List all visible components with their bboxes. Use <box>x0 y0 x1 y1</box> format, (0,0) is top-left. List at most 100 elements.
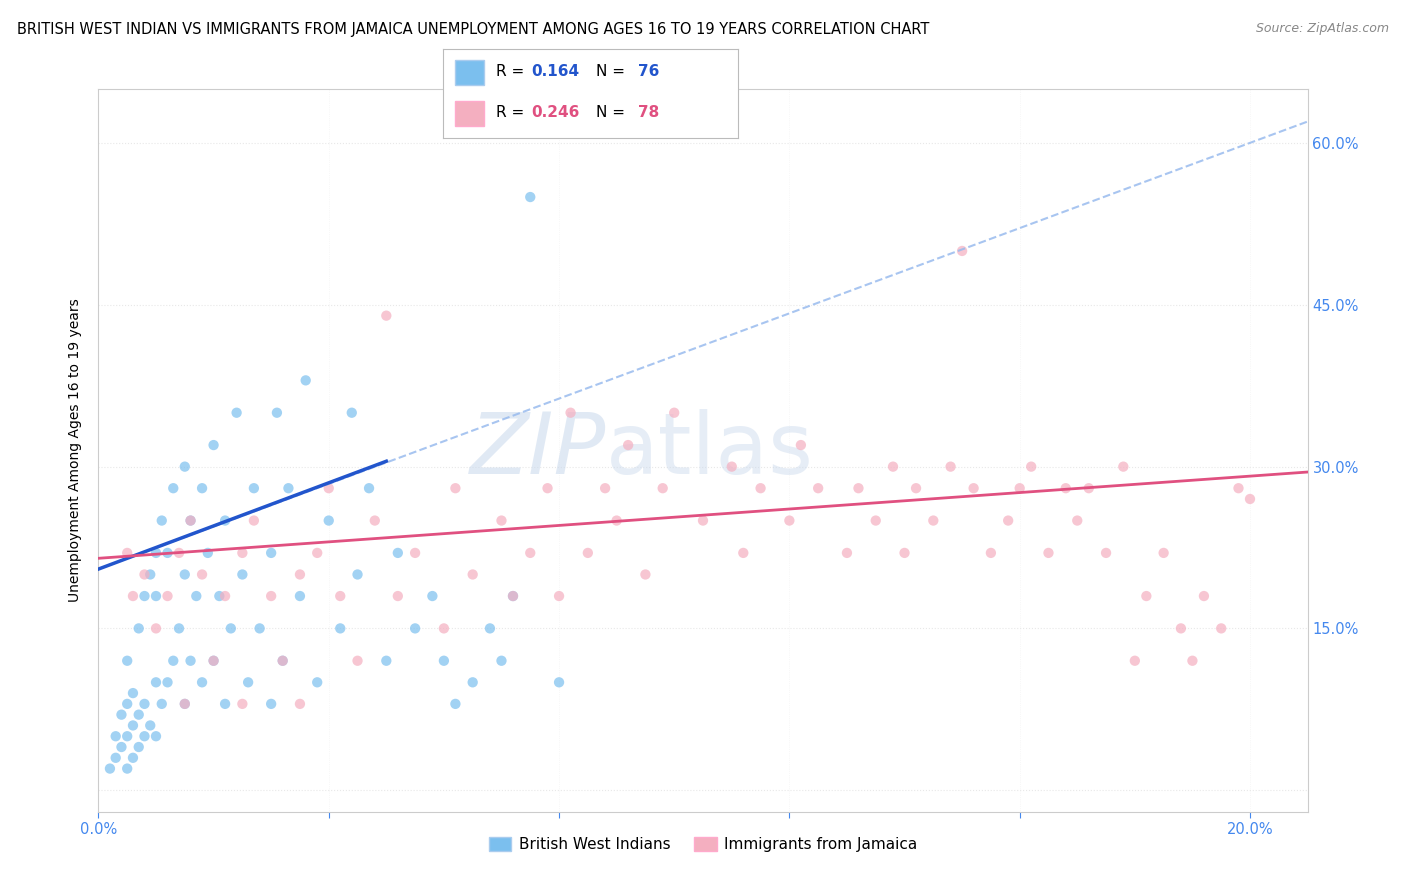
Point <box>617 438 640 452</box>
Point <box>387 546 409 560</box>
Text: ZIP: ZIP <box>470 409 606 492</box>
Point <box>162 481 184 495</box>
Point <box>231 697 253 711</box>
Point <box>346 567 368 582</box>
FancyBboxPatch shape <box>454 101 484 126</box>
Text: R =: R = <box>496 64 529 79</box>
Text: Source: ZipAtlas.com: Source: ZipAtlas.com <box>1256 22 1389 36</box>
Point <box>346 654 368 668</box>
Point <box>1008 481 1031 495</box>
Point <box>167 621 190 635</box>
Point <box>134 697 156 711</box>
Point <box>134 589 156 603</box>
Point <box>340 406 363 420</box>
Point <box>191 675 214 690</box>
Point <box>560 406 582 420</box>
Text: 78: 78 <box>638 105 659 120</box>
Point <box>260 697 283 711</box>
Point <box>115 697 138 711</box>
Point <box>139 718 162 732</box>
Point <box>329 621 352 635</box>
Point <box>197 546 219 560</box>
Point <box>1077 481 1099 495</box>
Point <box>1038 546 1060 560</box>
Point <box>807 481 830 495</box>
Point <box>1095 546 1118 560</box>
Point <box>243 514 266 528</box>
Point <box>606 514 628 528</box>
Point <box>1123 654 1146 668</box>
Point <box>865 514 887 528</box>
Point <box>186 589 208 603</box>
Point <box>145 621 167 635</box>
Point <box>387 589 409 603</box>
Point <box>1153 546 1175 560</box>
Point <box>225 406 247 420</box>
Point <box>115 762 138 776</box>
Point <box>962 481 984 495</box>
Point <box>173 697 195 711</box>
Point <box>173 567 195 582</box>
Text: atlas: atlas <box>606 409 814 492</box>
Point <box>835 546 858 560</box>
Legend: British West Indians, Immigrants from Jamaica: British West Indians, Immigrants from Ja… <box>482 831 924 858</box>
Point <box>122 718 145 732</box>
Point <box>214 514 236 528</box>
Point <box>634 567 657 582</box>
Point <box>502 589 524 603</box>
Point <box>191 481 214 495</box>
Point <box>1170 621 1192 635</box>
Point <box>536 481 558 495</box>
Point <box>1019 459 1042 474</box>
Point <box>167 546 190 560</box>
Point <box>519 546 541 560</box>
Point <box>997 514 1019 528</box>
Point <box>893 546 915 560</box>
Point <box>139 567 162 582</box>
Point <box>260 589 283 603</box>
Point <box>519 190 541 204</box>
Point <box>733 546 755 560</box>
Point <box>375 654 398 668</box>
Point <box>288 697 311 711</box>
Point <box>145 589 167 603</box>
Point <box>491 654 513 668</box>
Point <box>294 373 316 387</box>
Point <box>848 481 870 495</box>
Point <box>548 589 571 603</box>
Point <box>288 567 311 582</box>
Point <box>922 514 945 528</box>
Point <box>110 707 132 722</box>
Point <box>208 589 231 603</box>
Point <box>329 589 352 603</box>
Point <box>357 481 380 495</box>
Point <box>202 654 225 668</box>
Point <box>128 739 150 754</box>
Point <box>128 707 150 722</box>
Point <box>145 546 167 560</box>
Point <box>231 567 253 582</box>
Point <box>122 589 145 603</box>
Point <box>1181 654 1204 668</box>
Point <box>134 729 156 743</box>
Point <box>115 546 138 560</box>
Point <box>433 621 456 635</box>
Point <box>150 514 173 528</box>
Point <box>720 459 742 474</box>
Point <box>128 621 150 635</box>
Point <box>191 567 214 582</box>
Point <box>1112 459 1135 474</box>
Point <box>288 589 311 603</box>
Text: N =: N = <box>596 105 630 120</box>
Point <box>882 459 904 474</box>
Point <box>243 481 266 495</box>
Point <box>180 514 202 528</box>
Point <box>307 675 329 690</box>
Point <box>277 481 299 495</box>
Point <box>404 546 426 560</box>
Point <box>104 729 127 743</box>
Point <box>778 514 800 528</box>
Point <box>478 621 501 635</box>
Point <box>491 514 513 528</box>
Point <box>214 697 236 711</box>
